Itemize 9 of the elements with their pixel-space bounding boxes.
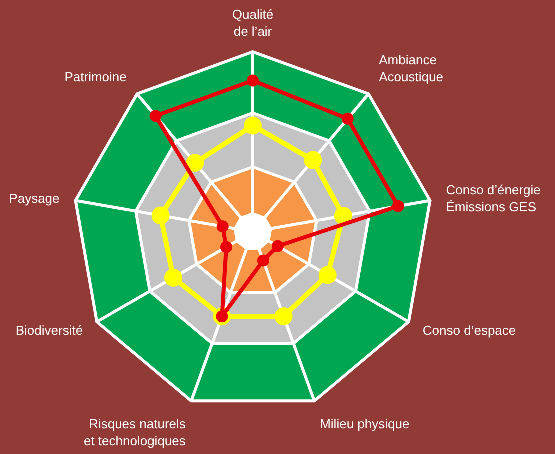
spoke-label: Conso d’espace [422, 323, 516, 338]
spoke-label: Ambiance Acoustique [379, 52, 444, 85]
spoke-label: Biodiversité [16, 323, 84, 338]
spoke-label: Patrimoine [64, 70, 127, 85]
spoke-label: Milieu physique [320, 416, 410, 432]
spoke-label: Risques naturels et technologiques [84, 416, 186, 448]
spoke-label: Paysage [9, 190, 60, 206]
spoke-label: Conso d’énergie Émissions GES [446, 182, 541, 214]
spoke-label: Qualité de l’air [232, 6, 274, 39]
